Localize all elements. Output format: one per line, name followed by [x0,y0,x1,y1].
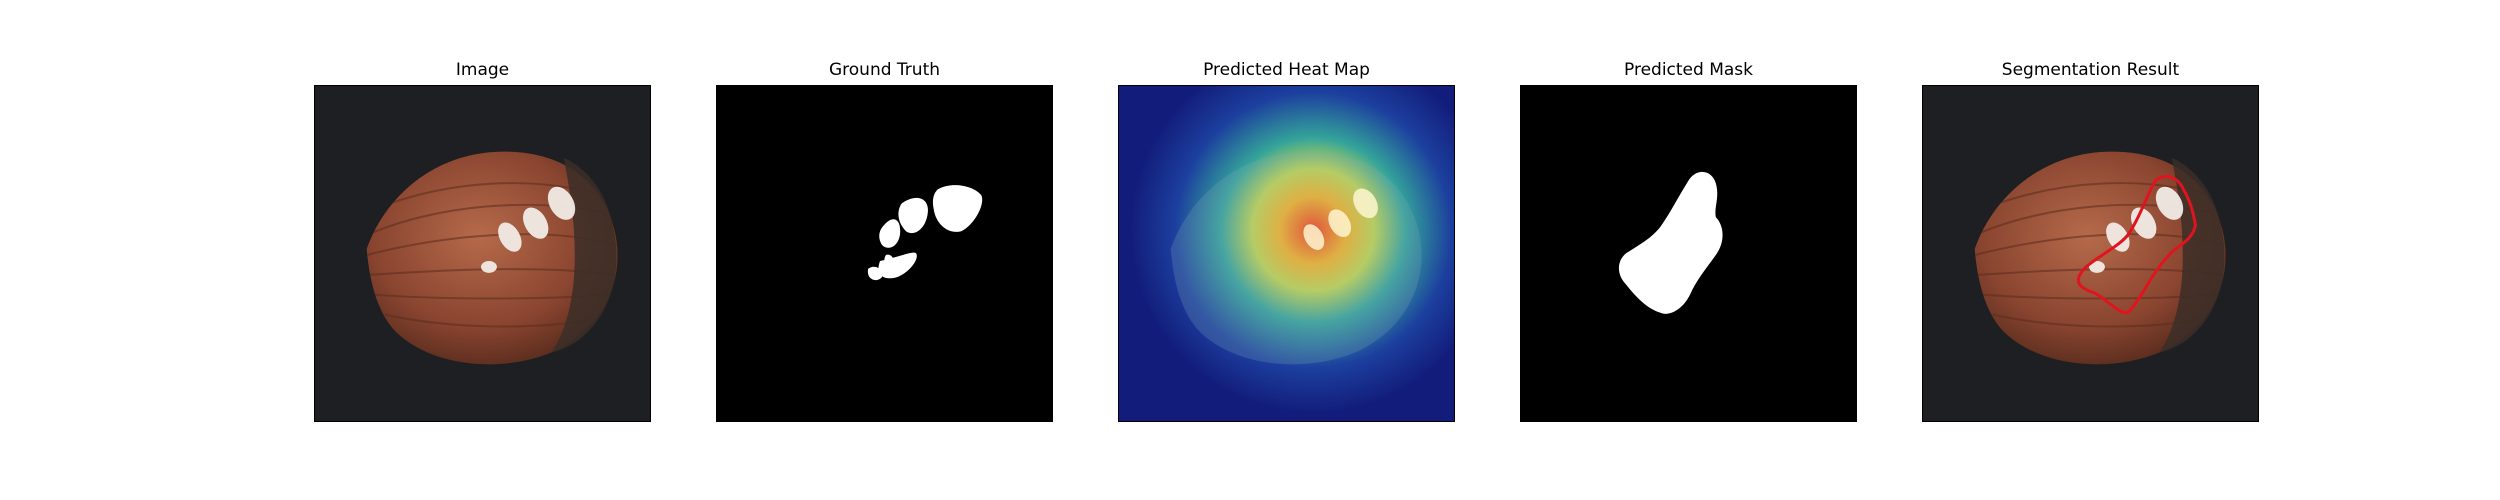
image-panel [314,85,651,422]
panel-title-segmentation-result: Segmentation Result [2001,60,2180,80]
heat-map-panel [1118,85,1455,422]
ground-truth-mask [717,86,1052,421]
segmentation-result-panel [1922,85,2259,422]
segmentation-contour [2076,174,2197,315]
segmentation-result-image [1923,86,2258,421]
panel-title-predicted-mask: Predicted Mask [1624,60,1753,80]
predicted-heat-map [1119,86,1454,421]
panel-title-ground-truth: Ground Truth [828,60,941,80]
predicted-mask [1521,86,1856,421]
panel-title-heat-map: Predicted Heat Map [1203,60,1370,80]
hazelnut-image [315,86,650,421]
ground-truth-panel [716,85,1053,422]
panel-title-image: Image [455,60,510,80]
predicted-mask-panel [1520,85,1857,422]
